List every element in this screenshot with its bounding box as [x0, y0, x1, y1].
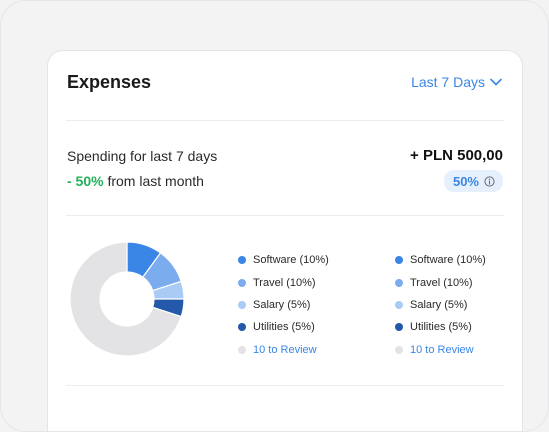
legend-item: Travel (10%) [238, 271, 329, 293]
expenses-card: Expenses Last 7 Days Spending for last 7… [47, 50, 523, 431]
legend-item: Salary (5%) [238, 294, 329, 316]
donut-slice-review [69, 241, 182, 357]
legend-item: Software (10%) [395, 249, 486, 271]
legend-dot-icon [238, 323, 246, 332]
card-title: Expenses [67, 72, 152, 92]
spending-amount: + PLN 500,00 [410, 147, 503, 164]
date-range-dropdown[interactable]: Last 7 Days [411, 74, 502, 90]
legend-label[interactable]: 10 to Review [253, 343, 317, 356]
legend-item: Salary (5%) [395, 294, 486, 316]
legend-dot-icon [395, 323, 403, 332]
legend-item: Utilities (5%) [238, 316, 329, 338]
legend-label: Utilities (5%) [410, 321, 472, 334]
change-text: from last month [103, 173, 204, 189]
divider [66, 215, 504, 216]
review-link[interactable]: 10 to Review [395, 339, 486, 361]
legend-left: Software (10%) Travel (10%) Salary (5%) Uti… [238, 249, 329, 361]
legend-right: Software (10%) Travel (10%) Salary (5%) Uti… [395, 249, 486, 361]
divider [66, 385, 504, 386]
legend-label: Software (10%) [410, 254, 486, 267]
date-range-label: Last 7 Days [411, 74, 485, 90]
percent-badge: 50% [443, 170, 503, 192]
badge-value: 50% [452, 173, 479, 189]
info-icon[interactable] [484, 175, 495, 187]
legend-label: Travel (10%) [253, 276, 316, 289]
chevron-down-icon [490, 78, 502, 86]
legend-dot-icon [238, 300, 246, 309]
legend-dot-icon [238, 278, 246, 287]
legend-dot-icon [395, 345, 403, 354]
expenses-donut-chart [69, 241, 185, 357]
legend-label: Utilities (5%) [253, 321, 315, 334]
legend-item: Software (10%) [238, 249, 329, 271]
legend-label: Software (10%) [253, 254, 329, 267]
legend-label: Salary (5%) [253, 298, 311, 311]
spending-label: Spending for last 7 days [67, 148, 218, 164]
legend-dot-icon [395, 278, 403, 287]
legend-dot-icon [238, 345, 246, 354]
divider [66, 120, 504, 121]
change-percent: - 50% [67, 173, 104, 189]
legend-label[interactable]: 10 to Review [410, 343, 474, 356]
legend-dot-icon [395, 256, 403, 265]
legend-dot-icon [395, 300, 403, 309]
review-link[interactable]: 10 to Review [238, 339, 329, 361]
legend-item: Travel (10%) [395, 271, 486, 293]
legend-label: Salary (5%) [410, 298, 468, 311]
legend-item: Utilities (5%) [395, 316, 486, 338]
legend-dot-icon [238, 256, 246, 265]
change-summary: - 50% from last month [67, 173, 204, 189]
legend-label: Travel (10%) [410, 276, 473, 289]
